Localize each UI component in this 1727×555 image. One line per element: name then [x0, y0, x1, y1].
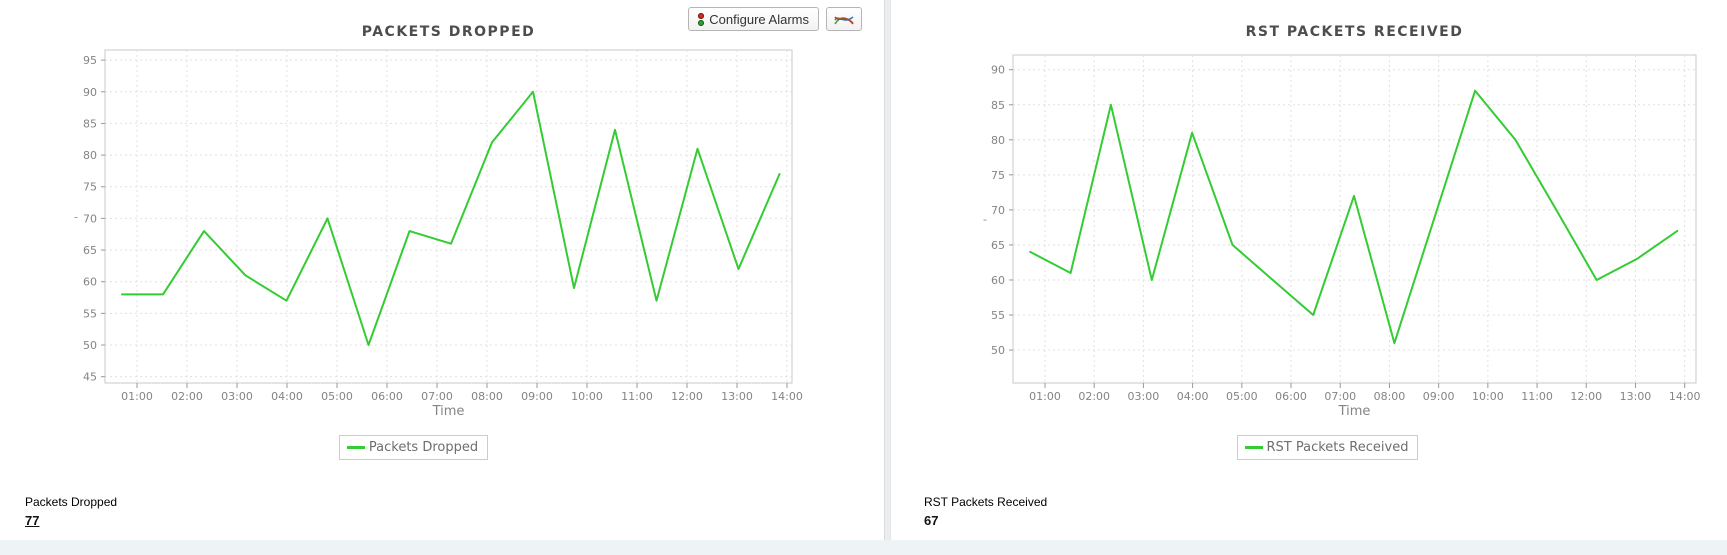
svg-text:05:00: 05:00 — [321, 390, 353, 403]
legend-line-swatch — [346, 446, 365, 449]
legend-packets-dropped[interactable]: Packets Dropped — [338, 435, 489, 460]
configure-alarms-label: Configure Alarms — [709, 11, 809, 27]
svg-text:80: 80 — [991, 134, 1005, 147]
svg-text:02:00: 02:00 — [171, 390, 203, 403]
svg-text:09:00: 09:00 — [521, 390, 553, 403]
svg-text:85: 85 — [991, 99, 1005, 112]
svg-text:70: 70 — [991, 204, 1005, 217]
svg-text:80: 80 — [83, 149, 97, 162]
svg-text:04:00: 04:00 — [271, 390, 303, 403]
svg-text:03:00: 03:00 — [1128, 390, 1160, 403]
svg-text:14:00: 14:00 — [771, 390, 803, 403]
packets-dropped-chart[interactable]: 45 50 55 60 65 70 75 80 85 90 95 01:00 02:00 03:00 04:… — [0, 0, 884, 430]
svg-text:65: 65 — [991, 239, 1005, 252]
svg-text:06:00: 06:00 — [371, 390, 403, 403]
svg-text:50: 50 — [83, 339, 97, 352]
legend-row: Packets Dropped — [70, 435, 757, 460]
svg-text:10:00: 10:00 — [1472, 390, 1504, 403]
svg-text:90: 90 — [991, 64, 1005, 77]
chart-title-packets-dropped: PACKETS DROPPED — [361, 24, 536, 40]
svg-text:08:00: 08:00 — [471, 390, 503, 403]
svg-text:02:00: 02:00 — [1078, 390, 1110, 403]
svg-text:Time: Time — [1338, 404, 1371, 419]
svg-text:04:00: 04:00 — [1177, 390, 1209, 403]
svg-text:13:00: 13:00 — [721, 390, 753, 403]
svg-text:06:00: 06:00 — [1275, 390, 1307, 403]
rst-packets-received-chart[interactable]: 50 55 60 65 70 75 80 85 90 01:00 02:00 03:00 04:00 05… — [891, 0, 1727, 430]
svg-text:65: 65 — [83, 244, 97, 257]
svg-text:11:00: 11:00 — [621, 390, 653, 403]
legend-rst-packets-received[interactable]: RST Packets Received — [1236, 435, 1419, 460]
widget-actions: Configure Alarms — [688, 7, 862, 31]
svg-text:13:00: 13:00 — [1620, 390, 1652, 403]
svg-text:12:00: 12:00 — [671, 390, 703, 403]
bottom-strip — [0, 540, 1727, 555]
svg-text:01:00: 01:00 — [1029, 390, 1061, 403]
widget-footer: RST Packets Received 67 — [924, 495, 1047, 530]
svg-text:60: 60 — [83, 276, 97, 289]
svg-text:95: 95 — [83, 54, 97, 67]
chart-title-rst-packets: RST PACKETS RECEIVED — [1245, 24, 1464, 40]
svg-text:05:00: 05:00 — [1226, 390, 1258, 403]
green-light-dot — [698, 19, 705, 26]
svg-text:09:00: 09:00 — [1423, 390, 1455, 403]
configure-alarms-button[interactable]: Configure Alarms — [688, 7, 819, 31]
svg-text:14:00: 14:00 — [1669, 390, 1701, 403]
rst-packets-received-widget: RST PACKETS RECEIVED 50 55 60 65 70 75 80 85 90 0… — [890, 0, 1727, 540]
svg-text:12:00: 12:00 — [1570, 390, 1602, 403]
svg-text:07:00: 07:00 — [1324, 390, 1356, 403]
svg-text:90: 90 — [83, 86, 97, 99]
svg-text:-: - — [983, 213, 987, 226]
packets-dropped-widget: Configure Alarms PACKETS DROPPED 45 50 55 6… — [0, 0, 885, 540]
svg-text:75: 75 — [83, 181, 97, 194]
metric-name: Packets Dropped — [25, 495, 118, 509]
legend-label: Packets Dropped — [368, 440, 479, 455]
metric-value-link[interactable]: 67 — [924, 513, 939, 528]
legend-label: RST Packets Received — [1266, 440, 1409, 455]
svg-text:75: 75 — [991, 169, 1005, 182]
metric-value-link[interactable]: 77 — [25, 513, 40, 528]
svg-text:55: 55 — [991, 309, 1005, 322]
svg-text:03:00: 03:00 — [221, 390, 253, 403]
metric-name: RST Packets Received — [924, 495, 1048, 509]
svg-text:50: 50 — [991, 344, 1005, 357]
svg-text:10:00: 10:00 — [571, 390, 603, 403]
svg-text:60: 60 — [991, 274, 1005, 287]
legend-row: RST Packets Received — [986, 435, 1669, 460]
red-light-dot — [698, 12, 705, 19]
svg-text:11:00: 11:00 — [1521, 390, 1553, 403]
svg-text:07:00: 07:00 — [421, 390, 453, 403]
legend-line-swatch — [1244, 446, 1263, 449]
svg-text:85: 85 — [83, 117, 97, 130]
svg-text:70: 70 — [83, 212, 97, 225]
svg-text:08:00: 08:00 — [1374, 390, 1406, 403]
line-chart-icon — [834, 15, 854, 24]
svg-text:-: - — [74, 211, 78, 224]
chart-type-button[interactable] — [826, 7, 862, 31]
svg-text:55: 55 — [83, 307, 97, 320]
svg-text:45: 45 — [83, 371, 97, 384]
svg-text:01:00: 01:00 — [121, 390, 153, 403]
traffic-light-icon — [698, 12, 705, 26]
widget-footer: Packets Dropped 77 — [25, 495, 117, 530]
svg-text:Time: Time — [432, 404, 465, 419]
